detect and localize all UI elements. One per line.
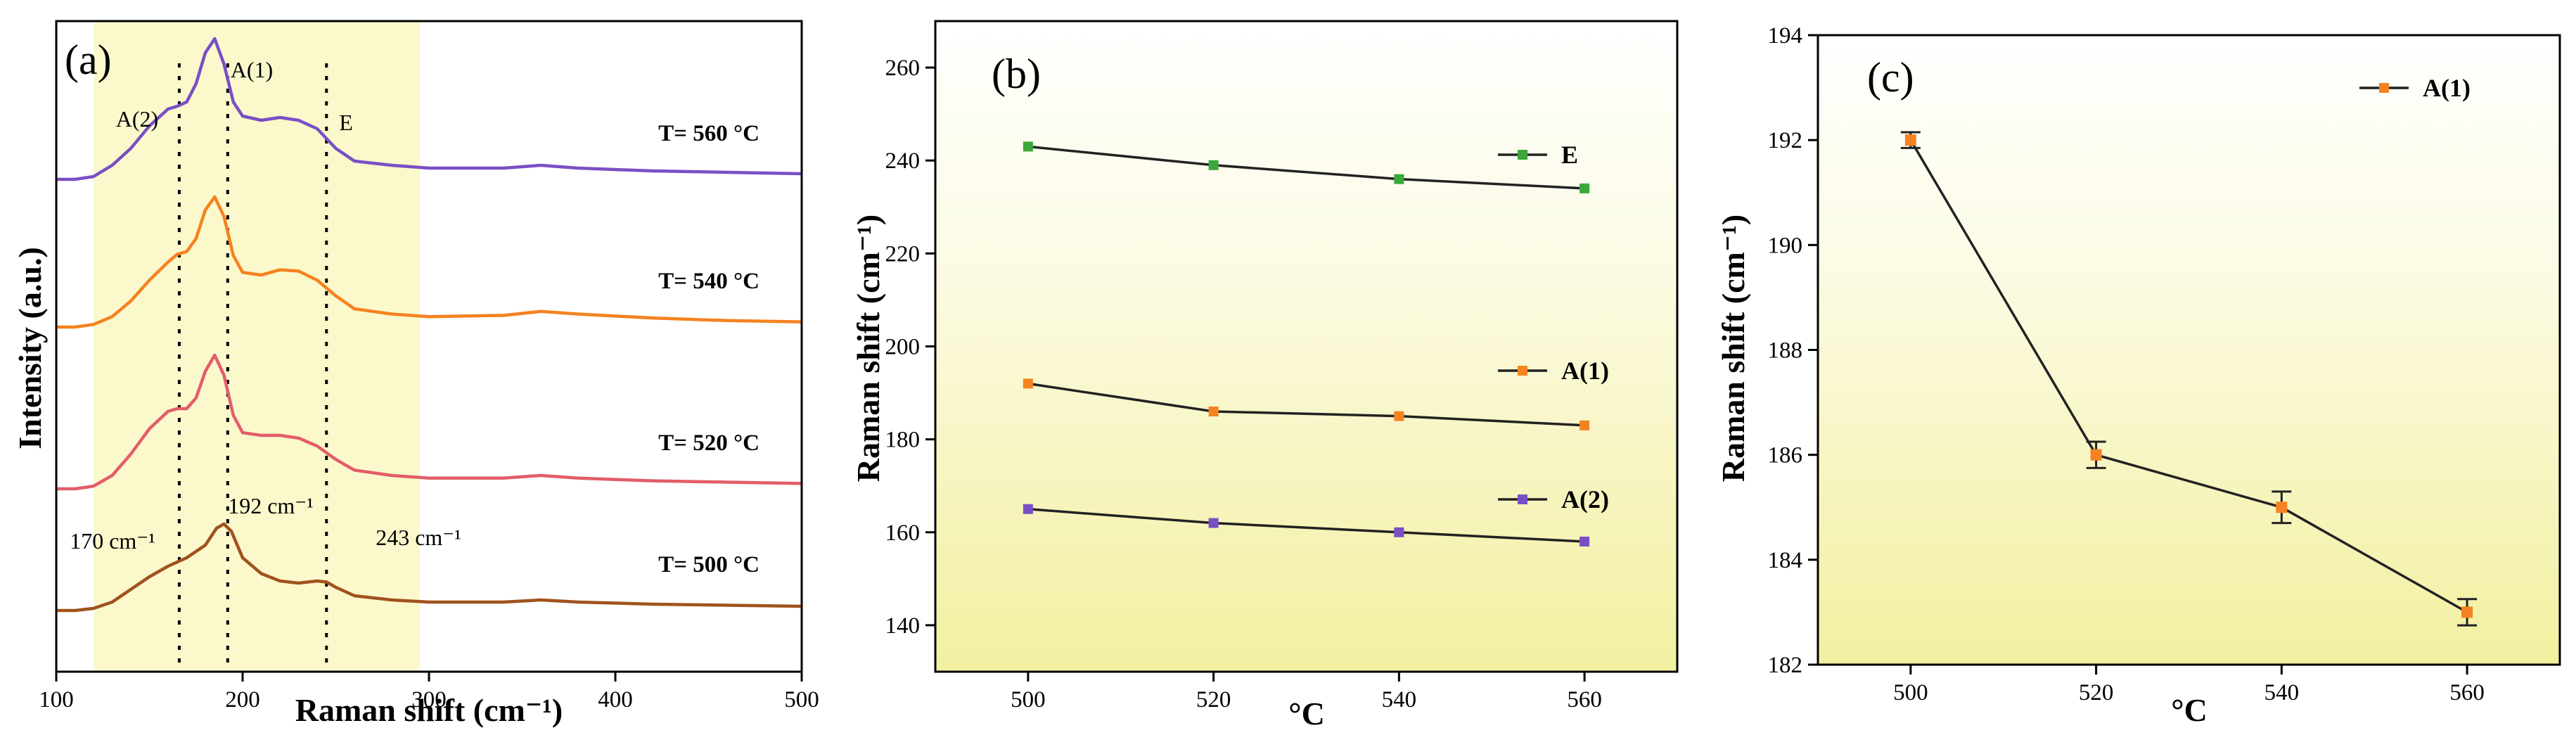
series-label: T= 540 °C bbox=[658, 269, 760, 294]
y-axis-title: Raman shift (cm⁻¹) bbox=[850, 215, 886, 482]
series-line bbox=[1909, 139, 2468, 613]
series-label: T= 500 °C bbox=[658, 552, 760, 577]
x-tick-label: 520 bbox=[2079, 680, 2114, 705]
data-point bbox=[1904, 134, 1916, 146]
data-point bbox=[1023, 504, 1033, 514]
data-point bbox=[1394, 174, 1404, 184]
legend-marker bbox=[1518, 150, 1527, 160]
y-tick-label: 240 bbox=[885, 148, 921, 174]
legend-label: A(1) bbox=[1561, 357, 1609, 385]
data-point bbox=[1579, 420, 1590, 430]
x-axis-title: Raman shift (cm⁻¹) bbox=[295, 692, 563, 728]
data-point bbox=[1394, 411, 1404, 421]
series-line bbox=[1027, 508, 1585, 543]
peak-annotation: 243 cm⁻¹ bbox=[376, 525, 461, 550]
mode-label: A(1) bbox=[231, 57, 273, 82]
panel-label: (b) bbox=[992, 51, 1041, 97]
x-tick-label: 400 bbox=[598, 687, 633, 712]
x-tick-label: 500 bbox=[784, 687, 819, 712]
data-point bbox=[2090, 449, 2102, 461]
spectrum-line bbox=[56, 522, 802, 613]
series-label: T= 560 °C bbox=[658, 121, 760, 146]
panel-b-raman-shift-vs-temperature: 500 520 540 560 140 160 180 200 220 240 260 E A(1) A… bbox=[850, 20, 1679, 731]
peak-annotation: 170 cm⁻¹ bbox=[70, 528, 155, 554]
mode-label: E bbox=[339, 110, 353, 135]
x-axis-title: °C bbox=[1288, 696, 1325, 731]
data-point bbox=[1023, 378, 1033, 389]
y-tick-label: 194 bbox=[1768, 23, 1803, 49]
panel-label: (c) bbox=[1867, 54, 1914, 101]
legend-marker bbox=[1518, 366, 1527, 376]
x-tick-label: 540 bbox=[2264, 680, 2300, 705]
legend-label: A(1) bbox=[2423, 74, 2471, 102]
y-tick-label: 182 bbox=[1768, 653, 1803, 678]
y-tick-label: 190 bbox=[1768, 233, 1803, 258]
legend-label: E bbox=[1561, 141, 1578, 169]
legend-label: A(2) bbox=[1561, 485, 1609, 513]
x-tick-label: 560 bbox=[1567, 687, 1602, 712]
y-tick-label: 188 bbox=[1768, 338, 1803, 364]
y-axis-title: Intensity (a.u.) bbox=[12, 247, 48, 449]
spectrum-line bbox=[56, 353, 802, 491]
panel-c-a1-shift-vs-temperature: 500 520 540 560 182 184 186 188 190 192 194 A(1) (… bbox=[1715, 23, 2561, 728]
mode-label: A(2) bbox=[116, 106, 158, 132]
series-line bbox=[1027, 145, 1585, 190]
spectrum-line bbox=[56, 37, 802, 181]
series-line bbox=[1027, 382, 1585, 427]
peak-annotation: 192 cm⁻¹ bbox=[228, 493, 314, 518]
y-tick-label: 260 bbox=[885, 56, 921, 81]
data-point bbox=[1023, 141, 1033, 152]
x-tick-label: 500 bbox=[1011, 687, 1046, 712]
y-tick-label: 184 bbox=[1768, 548, 1803, 573]
series-label: T= 520 °C bbox=[658, 430, 760, 456]
y-tick-label: 220 bbox=[885, 241, 921, 267]
plot-background bbox=[1818, 35, 2560, 665]
panel-a-raman-spectra: 100 200 300 400 500 T= 560 °C T= 540 °C T= 520… bbox=[12, 20, 819, 728]
y-axis-title: Raman shift (cm⁻¹) bbox=[1715, 215, 1751, 482]
y-tick-label: 200 bbox=[885, 335, 921, 360]
x-tick-label: 560 bbox=[2449, 680, 2485, 705]
x-tick-label: 200 bbox=[225, 687, 260, 712]
data-point bbox=[1208, 518, 1219, 528]
data-point bbox=[1579, 537, 1590, 547]
x-tick-label: 520 bbox=[1196, 687, 1231, 712]
x-tick-label: 540 bbox=[1382, 687, 1417, 712]
data-point bbox=[1208, 160, 1219, 170]
data-point bbox=[2461, 606, 2473, 618]
y-tick-label: 186 bbox=[1768, 443, 1803, 468]
spectrum-line bbox=[56, 195, 802, 329]
y-tick-label: 160 bbox=[885, 520, 921, 546]
y-tick-label: 192 bbox=[1768, 128, 1803, 153]
data-point bbox=[1579, 183, 1590, 193]
x-tick-label: 500 bbox=[1893, 680, 1928, 705]
y-tick-label: 180 bbox=[885, 428, 921, 453]
data-point bbox=[1208, 407, 1219, 416]
y-tick-label: 140 bbox=[885, 613, 921, 639]
x-tick-label: 100 bbox=[39, 687, 74, 712]
x-tick-label: 300 bbox=[411, 687, 447, 712]
legend-marker bbox=[2379, 83, 2389, 93]
legend-marker bbox=[1518, 494, 1527, 504]
x-axis-title: °C bbox=[2171, 692, 2207, 728]
plot-background bbox=[935, 21, 1677, 672]
data-point bbox=[1394, 527, 1404, 537]
panel-label: (a) bbox=[65, 37, 112, 83]
data-point bbox=[2276, 501, 2288, 513]
